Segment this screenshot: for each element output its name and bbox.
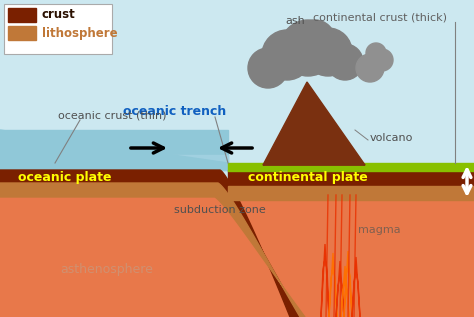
Text: subduction zone: subduction zone	[174, 205, 266, 215]
Bar	[0, 197, 215, 317]
Circle shape	[304, 28, 352, 76]
Polygon shape	[263, 150, 365, 165]
Text: crust: crust	[42, 9, 76, 22]
Polygon shape	[341, 266, 349, 317]
Circle shape	[366, 43, 386, 63]
Bar	[228, 186, 474, 200]
Circle shape	[371, 49, 393, 71]
Bar	[228, 170, 474, 186]
Polygon shape	[321, 244, 329, 317]
Text: ash: ash	[285, 16, 305, 26]
Polygon shape	[0, 170, 300, 317]
Text: magma: magma	[358, 225, 401, 235]
Bar	[8, 26, 36, 40]
Polygon shape	[263, 82, 365, 165]
Text: asthenosphere: asthenosphere	[60, 263, 153, 276]
Text: oceanic plate: oceanic plate	[18, 171, 111, 184]
Circle shape	[295, 20, 335, 60]
Text: oceanic crust (thin): oceanic crust (thin)	[58, 110, 166, 120]
Text: oceanic trench: oceanic trench	[123, 105, 227, 118]
Text: continental plate: continental plate	[248, 171, 368, 184]
Circle shape	[327, 44, 363, 80]
Circle shape	[279, 28, 311, 60]
Circle shape	[356, 54, 384, 82]
Bar	[8, 8, 36, 22]
Circle shape	[248, 48, 288, 88]
Polygon shape	[344, 251, 352, 317]
Polygon shape	[0, 183, 305, 317]
FancyBboxPatch shape	[4, 4, 112, 54]
Bar	[0, 155, 228, 170]
Circle shape	[280, 20, 336, 76]
Circle shape	[262, 30, 312, 80]
Polygon shape	[336, 261, 344, 317]
Text: volcano: volcano	[370, 133, 413, 143]
Polygon shape	[0, 130, 228, 170]
Polygon shape	[352, 257, 360, 317]
Bar	[0, 130, 228, 170]
Text: lithosphere: lithosphere	[42, 27, 118, 40]
Text: continental crust (thick): continental crust (thick)	[313, 12, 447, 22]
Bar	[228, 163, 474, 171]
Bar	[0, 195, 474, 317]
Polygon shape	[329, 253, 337, 317]
